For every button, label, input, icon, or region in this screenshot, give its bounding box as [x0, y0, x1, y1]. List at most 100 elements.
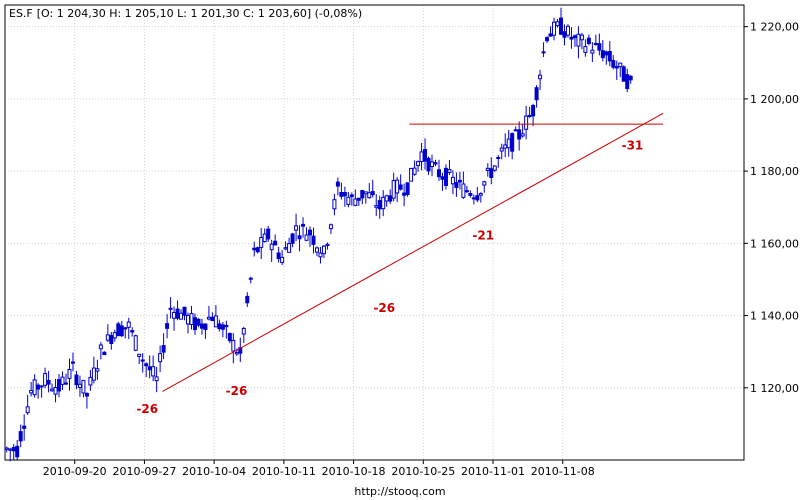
- candle-body: [308, 229, 313, 236]
- candle-body: [402, 192, 407, 196]
- header-symbol: ES.F: [9, 7, 33, 20]
- candle-body: [318, 252, 323, 258]
- candle-body: [112, 332, 117, 339]
- candle-body: [217, 323, 222, 330]
- candle-body: [628, 75, 633, 81]
- candle-body: [255, 247, 260, 253]
- candle-body: [475, 195, 480, 201]
- candle-body: [98, 344, 103, 350]
- candle-body: [597, 43, 602, 51]
- candle-body: [541, 51, 546, 54]
- candle-body: [565, 25, 570, 36]
- candle-body: [304, 234, 309, 241]
- candle-body: [395, 179, 400, 194]
- candle-body: [325, 243, 330, 246]
- candle-body: [294, 225, 299, 231]
- candle-body: [499, 147, 504, 152]
- candle-body: [485, 167, 490, 171]
- candle-body: [412, 167, 417, 175]
- candle-body: [558, 17, 563, 35]
- candle-body: [206, 316, 211, 320]
- candle-body: [36, 384, 41, 390]
- grid: [5, 5, 744, 460]
- candle-body: [363, 191, 368, 195]
- candle-body: [287, 243, 292, 253]
- candle-body: [377, 200, 382, 210]
- candle-body: [531, 105, 536, 117]
- y-tick-label: 1 160,00: [750, 237, 799, 250]
- candle-body: [346, 196, 351, 205]
- candle-body: [165, 323, 170, 329]
- candle-body: [545, 37, 550, 42]
- candle-body: [513, 129, 518, 132]
- candle-body: [360, 190, 365, 199]
- candle-body: [32, 379, 37, 396]
- candle-body: [447, 169, 452, 173]
- candle-body: [18, 431, 23, 442]
- x-tick-label: 2010-10-11: [252, 465, 316, 478]
- candle-body: [520, 133, 525, 137]
- candle-body: [234, 352, 239, 355]
- candle-body: [220, 324, 225, 330]
- candle-body: [172, 312, 177, 319]
- candle-body: [262, 233, 267, 243]
- plot-frame: [4, 4, 745, 461]
- candle-body: [328, 224, 333, 230]
- candle-body: [224, 325, 229, 328]
- candle-body: [276, 252, 281, 260]
- candle-body: [182, 306, 187, 316]
- candle-body: [524, 115, 529, 130]
- candle-body: [84, 392, 89, 397]
- candle-body: [168, 307, 173, 310]
- candle-body: [590, 49, 595, 54]
- x-tick-label: 2010-10-25: [391, 465, 455, 478]
- candle-body: [335, 181, 340, 187]
- candle-body: [450, 176, 455, 185]
- candle-body: [77, 383, 82, 389]
- candle-body: [492, 165, 497, 171]
- source-label: http://stooq.com: [354, 485, 445, 498]
- candle-body: [583, 46, 588, 53]
- candle-body: [252, 247, 257, 251]
- candle-body: [290, 233, 295, 244]
- candle-body: [433, 162, 438, 165]
- candle-body: [342, 192, 347, 197]
- candle-body: [95, 368, 100, 372]
- candle-body: [398, 184, 403, 190]
- candle-body: [231, 339, 236, 352]
- candle-body: [57, 379, 62, 392]
- candle-body: [67, 368, 72, 379]
- candle-body: [625, 74, 630, 90]
- candle-body: [11, 447, 16, 452]
- y-tick-label: 1 120,00: [750, 382, 799, 395]
- x-tick-label: 2010-09-27: [112, 465, 176, 478]
- candle-body: [593, 42, 598, 45]
- candle-body: [503, 144, 508, 149]
- candle-body: [538, 74, 543, 80]
- candle-body: [119, 325, 124, 337]
- candle-body: [496, 156, 501, 159]
- candle-body: [353, 198, 358, 206]
- candle-body: [46, 380, 51, 385]
- candle-body: [175, 308, 180, 319]
- candle-body: [405, 182, 410, 195]
- candle-body: [604, 51, 609, 56]
- candle-body: [158, 353, 163, 363]
- candle-body: [245, 295, 250, 304]
- candle-body: [339, 192, 344, 197]
- candle-body: [283, 247, 288, 250]
- candle-body: [314, 247, 319, 253]
- candle-body: [332, 199, 337, 210]
- x-tick-label: 2010-10-04: [182, 465, 246, 478]
- candle-body: [576, 33, 581, 47]
- candle-body: [311, 235, 316, 245]
- x-axis: 2010-09-20 2010-09-27 2010-10-04 2010-10-11…: [43, 460, 595, 478]
- candle-body: [297, 235, 302, 240]
- candle-body: [370, 191, 375, 196]
- candle-body: [140, 359, 145, 362]
- candle-body: [53, 387, 58, 395]
- candle-body: [552, 21, 557, 36]
- candle-body: [527, 114, 532, 118]
- candle-body: [74, 374, 79, 386]
